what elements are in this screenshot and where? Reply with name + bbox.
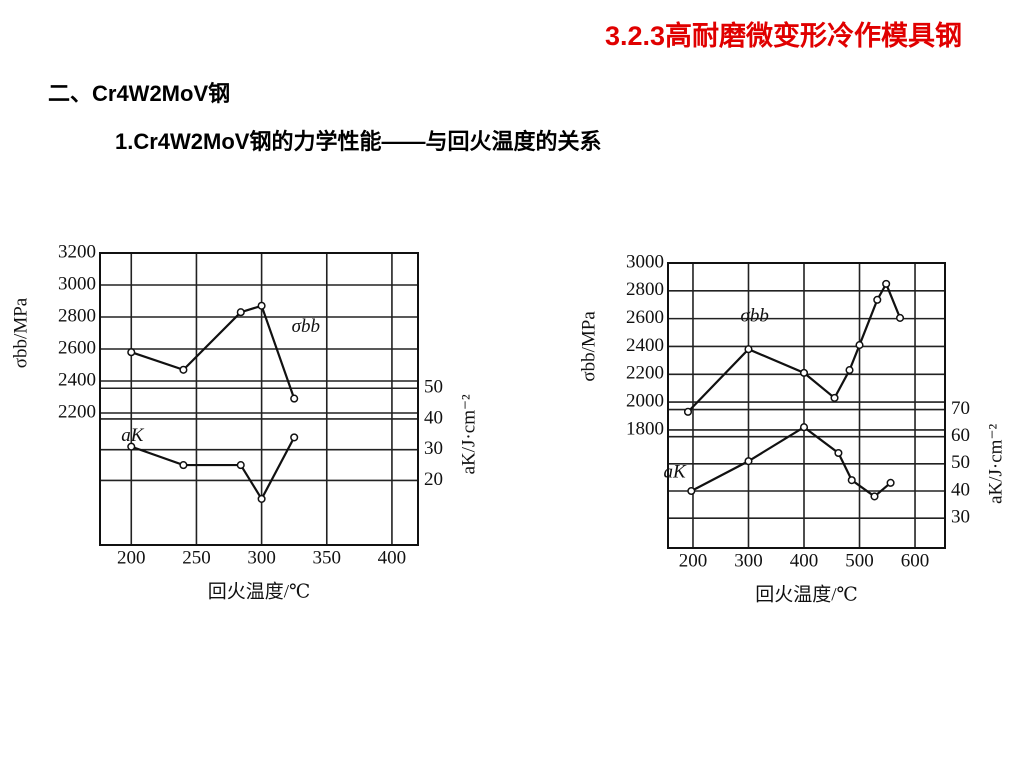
y-tick-label: 3000 [626,251,664,272]
data-point [834,448,843,458]
data-point [257,301,266,310]
data-point [687,486,696,496]
x-tick-label: 300 [734,550,763,571]
x-tick-label: 500 [845,550,874,571]
slide-title: 3.2.3高耐磨微变形冷作模具钢 [604,21,962,51]
data-point [799,423,809,432]
data-point [855,341,864,350]
y-tick-label: 1800 [626,418,664,439]
x-tick-label: 350 [313,547,342,568]
x-tick-label: 300 [247,547,276,568]
plot-frame [667,262,946,549]
data-point [290,394,299,403]
y-tick-label: 2200 [58,401,96,422]
y-axis-label: σbb/MPa [10,297,31,368]
data-point [236,461,245,470]
data-point [179,461,188,470]
y2-tick-label: 70 [951,398,970,419]
y-tick-label: 2600 [626,307,664,328]
series-label: σbb [740,306,768,327]
data-point [127,442,136,451]
data-point [744,457,753,466]
data-point [127,348,136,357]
series-label: σbb [292,316,320,337]
data-point [870,492,879,501]
data-point [847,476,856,485]
x-tick-label: 600 [901,550,930,571]
series-label: aK [121,425,145,446]
y-tick-label: 2400 [626,335,664,356]
data-point [886,478,895,487]
series-line [130,436,296,502]
y2-tick-label: 60 [951,425,970,446]
y2-tick-label: 50 [424,377,443,398]
series-line [130,304,296,399]
data-point [845,366,854,375]
y2-tick-label: 50 [951,452,970,473]
data-point [882,279,891,288]
y-tick-label: 2400 [58,369,96,390]
y-tick-label: 2200 [626,363,664,384]
y2-tick-label: 30 [424,438,443,459]
heading: 二、Cr4W2MoV钢 [48,81,231,106]
data-point [799,368,809,377]
data-point [236,308,245,317]
y2-tick-label: 40 [424,407,443,428]
y-tick-label: 3000 [58,273,96,294]
data-point [873,295,882,304]
x-tick-label: 250 [182,547,211,568]
x-tick-label: 200 [117,547,146,568]
data-point [257,494,266,503]
x-tick-label: 400 [790,550,819,571]
data-point [179,365,188,374]
y-tick-label: 2600 [58,337,96,358]
y2-axis-label: aK/J·cm⁻² [985,424,1006,504]
y-tick-label: 3200 [58,241,96,262]
x-tick-label: 400 [378,547,407,568]
series-line [690,425,892,498]
data-point [830,393,839,402]
subheading: 1.Cr4W2MoV钢的力学性能——与回火温度的关系 [115,129,602,154]
x-tick-label: 200 [679,550,708,571]
y-tick-label: 2800 [626,279,664,300]
y2-tick-label: 30 [951,507,970,528]
y2-axis-label: aK/J·cm⁻² [458,394,479,474]
series-label: aK [663,462,687,483]
y2-tick-label: 20 [424,469,443,490]
y2-tick-label: 40 [951,479,970,500]
x-axis-label: 回火温度/℃ [208,580,311,602]
plot-frame [99,252,419,546]
data-point [895,313,905,322]
x-axis-label: 回火温度/℃ [755,583,858,605]
y-tick-label: 2800 [58,305,96,326]
y-tick-label: 2000 [626,390,664,411]
data-point [290,433,299,442]
data-point [683,407,693,416]
series-line [687,281,902,413]
data-point [744,345,753,354]
y-axis-label: σbb/MPa [578,311,599,382]
